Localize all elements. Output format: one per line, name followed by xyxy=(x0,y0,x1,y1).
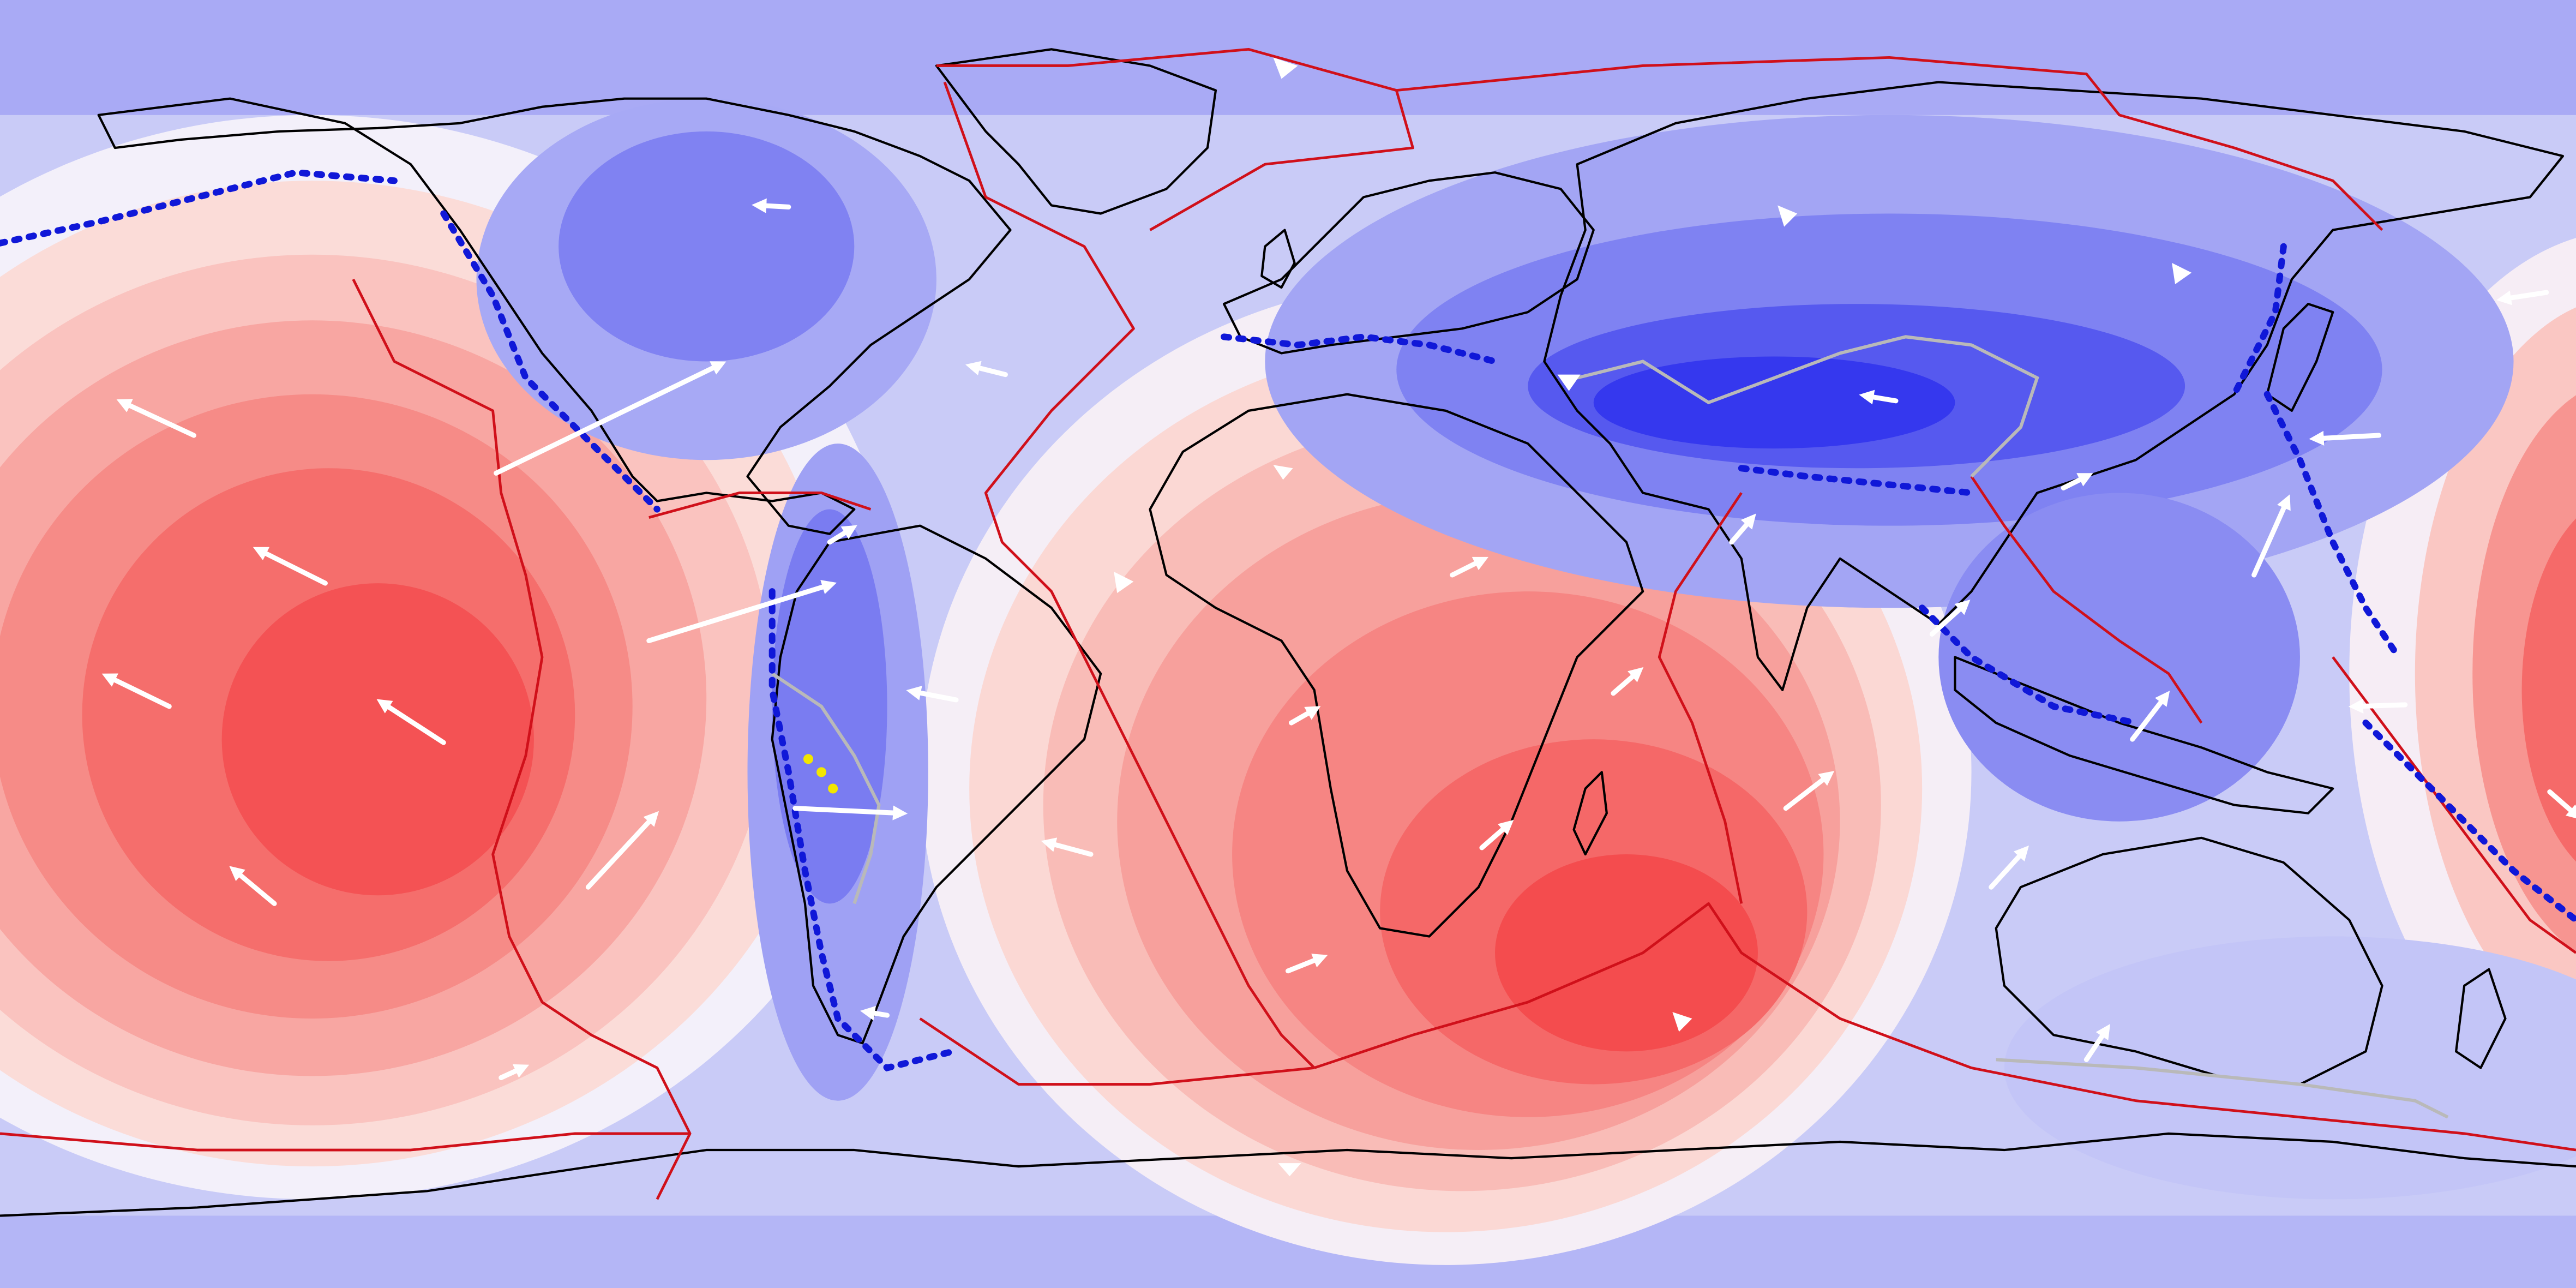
motion-marker xyxy=(1273,465,1293,480)
velocity-arrow xyxy=(585,811,659,890)
antarctic-blue xyxy=(2004,936,2576,1200)
boundary-southwest-indian-ridge xyxy=(1313,902,2576,1152)
andes-marker xyxy=(816,767,827,777)
motion-markers xyxy=(1114,57,2192,1177)
coast-north-america xyxy=(97,97,1012,535)
velocity-arrow xyxy=(1041,837,1094,857)
velocity-arrow xyxy=(1450,556,1489,578)
coast-south-america xyxy=(771,524,1102,1045)
velocity-arrow xyxy=(827,525,857,545)
subduction-japan xyxy=(2231,243,2287,398)
coast-british-isles xyxy=(1260,229,1296,289)
velocity-arrow xyxy=(1285,954,1328,974)
andes-markers xyxy=(803,754,838,794)
asia-blue-3 xyxy=(1593,356,1955,449)
east-edge-ring-3 xyxy=(2521,518,2576,862)
boundary-central-indian-ridge xyxy=(1658,492,1743,904)
boundary-se-asia xyxy=(1970,475,2203,724)
motion-marker xyxy=(1778,205,1798,227)
coast-asia xyxy=(1543,81,2565,691)
velocity-arrow xyxy=(1929,600,1971,637)
coast-madagascar xyxy=(1572,771,1608,856)
subduction-tonga xyxy=(2362,720,2576,924)
velocity-arrow xyxy=(792,805,908,820)
coastlines xyxy=(0,48,2576,1217)
andes-blue-1 xyxy=(772,509,887,904)
subduction-sunda xyxy=(1919,604,2139,727)
grey-boundary-tibet xyxy=(1576,335,2039,478)
velocity-arrow xyxy=(2496,290,2549,305)
velocity-arrow xyxy=(965,361,1008,378)
plate-boundaries xyxy=(0,47,2576,1200)
motion-marker xyxy=(1672,1012,1692,1032)
blue-zones xyxy=(476,98,2576,1200)
grey-boundary-andes xyxy=(771,672,881,904)
velocity-arrow xyxy=(1989,845,2029,890)
velocity-arrow xyxy=(253,547,328,586)
motion-marker xyxy=(1278,1163,1301,1177)
coast-new-zealand xyxy=(2455,968,2507,1069)
boundary-south-atlantic-link xyxy=(919,1017,1314,1086)
andes-marker xyxy=(803,754,813,764)
velocity-arrow xyxy=(2061,473,2093,490)
velocity-arrow xyxy=(2309,430,2382,446)
boundary-pacific-antarctic xyxy=(0,1132,690,1152)
pacific-ring-6 xyxy=(221,583,534,896)
subduction-himalaya xyxy=(1738,465,1975,496)
velocity-arrow xyxy=(2083,1023,2111,1062)
velocity-arrow xyxy=(499,1064,530,1081)
andes-marker xyxy=(828,783,838,794)
velocity-arrow xyxy=(1859,390,1899,405)
sea-blue xyxy=(1938,493,2300,822)
coast-africa xyxy=(1149,393,1644,938)
velocity-arrow xyxy=(376,699,446,745)
african-ring-6 xyxy=(1495,854,1758,1052)
subduction-zones xyxy=(0,169,2576,1072)
velocity-arrow xyxy=(2130,691,2170,742)
velocity-arrow xyxy=(646,580,837,643)
boundary-mid-atlantic-ridge xyxy=(943,81,1316,1069)
velocity-arrow xyxy=(1479,819,1514,850)
coast-antarctica xyxy=(0,1132,2576,1217)
motion-marker xyxy=(1114,571,1134,594)
velocity-arrow xyxy=(1783,771,1835,811)
canada-blue-1 xyxy=(559,131,855,362)
velocity-arrow xyxy=(1611,667,1644,696)
subduction-andes xyxy=(768,588,957,1072)
boundary-east-pacific-rise xyxy=(352,278,692,1200)
inactive-boundaries xyxy=(771,335,2449,1119)
velocity-arrow xyxy=(229,866,277,906)
velocity-arrow xyxy=(906,686,959,703)
boundary-western-pacific xyxy=(2332,656,2576,954)
subduction-marianas xyxy=(2263,391,2402,661)
motion-marker xyxy=(2172,262,2192,284)
velocity-arrow xyxy=(1729,513,1756,545)
velocity-arrow xyxy=(494,361,726,476)
velocity-arrow xyxy=(2547,789,2576,820)
subduction-cascadia xyxy=(440,210,660,513)
velocity-arrow xyxy=(1289,706,1321,726)
velocity-arrow xyxy=(101,673,172,709)
coast-indonesia xyxy=(1954,656,2334,814)
velocity-arrows xyxy=(101,198,2576,1081)
subduction-mediterranean xyxy=(1221,333,1499,365)
boundary-arctic xyxy=(1396,56,2383,231)
coast-europe xyxy=(1222,171,1595,355)
velocity-arrow xyxy=(116,399,196,438)
velocity-arrow xyxy=(752,198,791,213)
grey-boundary-australia-south xyxy=(1996,1058,2449,1119)
motion-marker xyxy=(1557,374,1581,391)
boundary-caribbean xyxy=(648,492,872,519)
subduction-aleutian xyxy=(0,169,398,247)
coast-greenland xyxy=(935,48,1217,215)
velocity-arrow xyxy=(2348,698,2408,714)
velocity-arrow xyxy=(860,1005,890,1021)
coast-australia xyxy=(1995,836,2383,1086)
velocity-arrow xyxy=(2251,494,2291,578)
